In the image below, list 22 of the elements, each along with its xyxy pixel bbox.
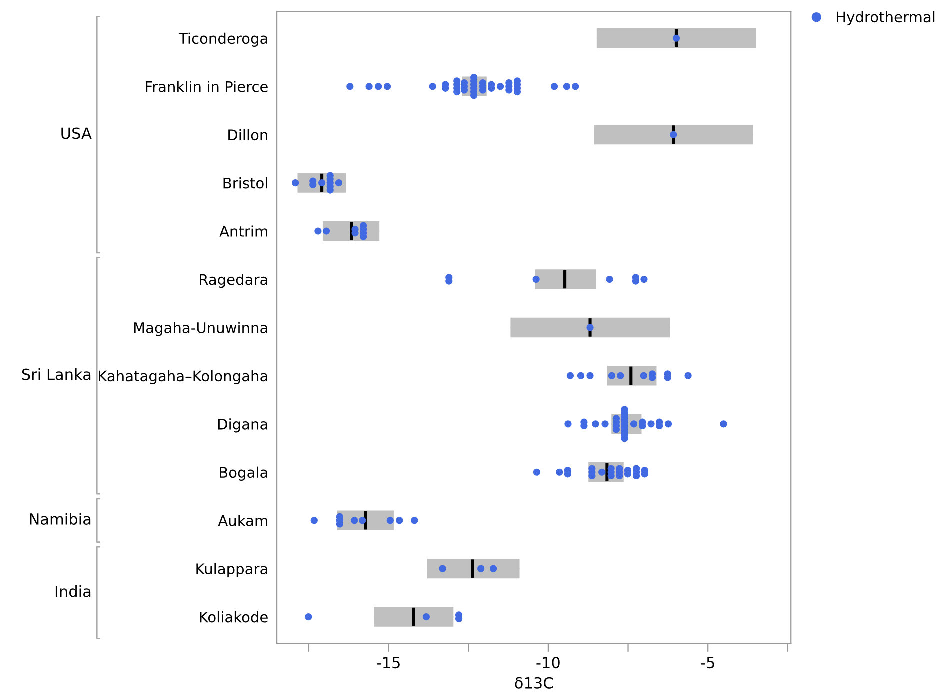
x-tick-label: -5 — [701, 657, 714, 669]
y-tick-label: Bogala — [220, 466, 268, 481]
y-tick-label: Koliakode — [200, 611, 268, 623]
legend-label: Hydrothermal — [837, 11, 935, 26]
text: India — [56, 586, 91, 598]
y-tick-label: Antrim — [220, 226, 268, 237]
y-tick-label: Franklin in Pierce — [146, 81, 268, 92]
y-tick-label: Ragedara — [200, 274, 268, 288]
x-tick-label: -10 — [536, 657, 560, 669]
y-tick-label: Dillon — [228, 129, 268, 141]
y-tick-label: Kulappara — [196, 563, 268, 578]
x-tick-label: -15 — [377, 657, 400, 669]
y-tick-label: Digana — [218, 418, 268, 433]
text: Sri Lanka — [22, 368, 91, 380]
y-tick-label: Aukam — [218, 515, 268, 526]
y-tick-label: Kahatagaha–Kolongaha — [99, 370, 268, 385]
y-tick-label: Magaha-Unuwinna — [134, 322, 268, 336]
text: Namibia — [30, 513, 91, 526]
y-tick-label: Bristol — [224, 178, 268, 189]
text: USA — [62, 128, 92, 140]
x-axis-title: δ13C — [515, 677, 553, 689]
y-tick-label: Ticonderoga — [178, 32, 268, 47]
